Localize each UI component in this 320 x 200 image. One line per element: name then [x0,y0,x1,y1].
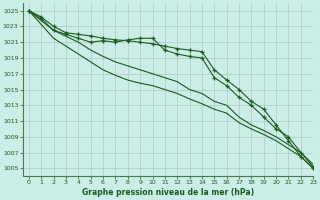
X-axis label: Graphe pression niveau de la mer (hPa): Graphe pression niveau de la mer (hPa) [82,188,254,197]
